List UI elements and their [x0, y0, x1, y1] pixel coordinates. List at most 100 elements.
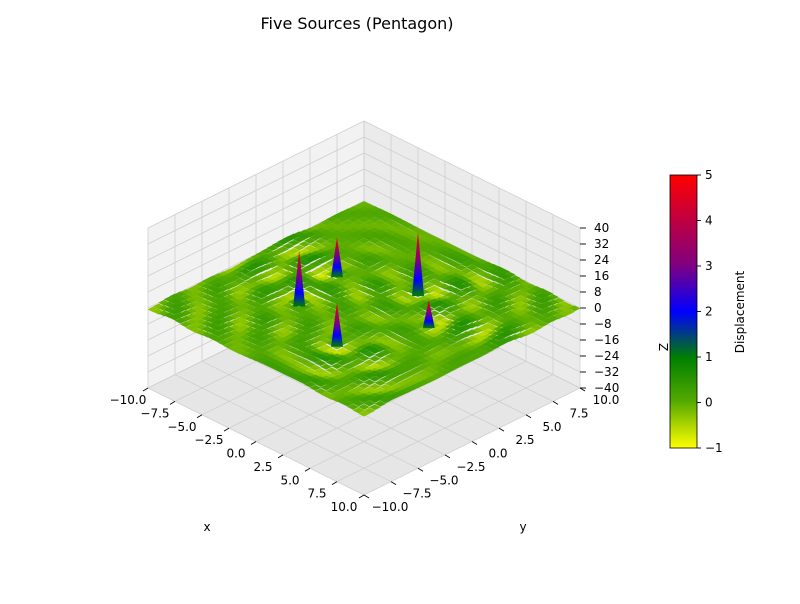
surface-cell — [493, 335, 505, 341]
surface-cell — [487, 343, 500, 350]
surface-cell — [374, 379, 387, 386]
source-peak — [293, 250, 306, 307]
surface-cell — [363, 400, 376, 407]
surface-cell — [444, 306, 457, 313]
x-tick-label: 5.0 — [280, 473, 299, 487]
surface-cell — [449, 261, 462, 268]
colorbar-ticks: −1 0 1 2 3 4 5 — [697, 168, 723, 455]
surface-cell — [455, 258, 468, 265]
x-axis-label: x — [203, 520, 210, 534]
surface-cell — [428, 302, 441, 309]
z-tick-label: 40 — [594, 221, 609, 235]
surface-cell — [368, 284, 381, 291]
surface-cell — [466, 264, 478, 271]
axis-ticks: −10.0−7.5−5.0−2.50.02.55.07.510.0 −10.0−7… — [110, 221, 620, 514]
source-peak — [331, 237, 343, 278]
x-tick-label: −5.0 — [167, 420, 196, 434]
z-tick-label: −24 — [594, 349, 619, 363]
surface-cell — [363, 359, 376, 366]
surface-cell — [255, 325, 268, 332]
surface-cell — [444, 333, 457, 340]
x-tick — [142, 387, 149, 392]
surface-cell — [455, 321, 468, 328]
surface-cell — [325, 381, 338, 388]
surface-cell — [368, 307, 381, 314]
surface-cell — [266, 245, 279, 252]
surface-cell — [217, 339, 230, 346]
surface-cell — [277, 238, 289, 245]
surface-cell — [498, 279, 511, 286]
surface-cell — [325, 290, 338, 296]
y-tick-label: −5.0 — [429, 473, 458, 487]
surface-cell — [244, 278, 257, 285]
surface-cell — [309, 261, 322, 268]
surface-cell — [358, 404, 370, 410]
surface-cell — [466, 291, 478, 298]
surface-cell — [433, 314, 446, 321]
grid-line — [282, 347, 500, 456]
surface-cell — [169, 314, 181, 321]
surface-cell — [255, 299, 268, 305]
surface-cell — [304, 237, 316, 244]
surface-cell — [374, 400, 387, 407]
surface-cell — [309, 241, 322, 248]
surface-cell — [379, 376, 392, 383]
source-peaks — [293, 232, 435, 347]
y-tick — [552, 400, 559, 405]
z-tick-label: 24 — [594, 253, 609, 267]
surface-cell — [395, 309, 408, 316]
surface-cell — [352, 352, 365, 358]
z-axis-label: Z — [657, 343, 671, 351]
surface-cell — [244, 265, 257, 272]
surface-plot — [147, 201, 581, 417]
surface-cell — [304, 286, 316, 293]
z-tick-label: 16 — [594, 269, 609, 283]
colorbar: −1 0 1 2 3 4 5 Displacement — [669, 168, 747, 455]
surface-cell — [363, 331, 376, 338]
surface-cell — [498, 273, 511, 280]
y-tick — [498, 427, 505, 432]
y-tick — [363, 494, 370, 499]
surface-cell — [309, 384, 322, 391]
surface-cell — [390, 313, 403, 319]
surface-cell — [223, 342, 235, 349]
surface-cell — [314, 258, 327, 265]
x-tick — [223, 427, 230, 432]
y-tick-label: −10.0 — [372, 500, 409, 514]
surface-cell — [309, 364, 322, 371]
surface-cell — [347, 376, 360, 383]
source-peak — [412, 232, 424, 296]
z-tick-label: −8 — [594, 317, 612, 331]
surface-cell — [314, 360, 327, 367]
grid-line — [147, 168, 581, 277]
surface-cell — [374, 352, 387, 359]
surface-cell — [298, 259, 311, 266]
surface-cell — [412, 307, 424, 313]
surface-cell — [385, 380, 397, 387]
surface-cell — [487, 306, 500, 313]
surface-cell — [325, 388, 338, 394]
surface-cell — [255, 341, 268, 348]
surface-cell — [444, 339, 457, 346]
surface-cell — [449, 329, 462, 336]
z-tick-label: 8 — [594, 285, 602, 299]
surface-cell — [385, 303, 397, 310]
surface-cell — [325, 367, 338, 374]
colorbar-label: Displacement — [733, 270, 747, 353]
surface-cell — [460, 294, 473, 301]
y-tick-label: −7.5 — [402, 487, 431, 501]
surface-cell — [287, 239, 300, 246]
surface-cell — [212, 319, 225, 326]
surface-cell — [368, 397, 381, 404]
surface-cell — [282, 279, 295, 286]
y-tick — [471, 441, 478, 445]
surface-cell — [212, 293, 225, 300]
source-peak — [331, 302, 343, 347]
surface-cell — [239, 274, 252, 281]
surface-cell — [271, 242, 284, 248]
surface-cell — [455, 284, 468, 290]
surface-cell — [363, 351, 376, 358]
surface-cell — [368, 375, 381, 382]
surface-cell — [320, 263, 333, 270]
